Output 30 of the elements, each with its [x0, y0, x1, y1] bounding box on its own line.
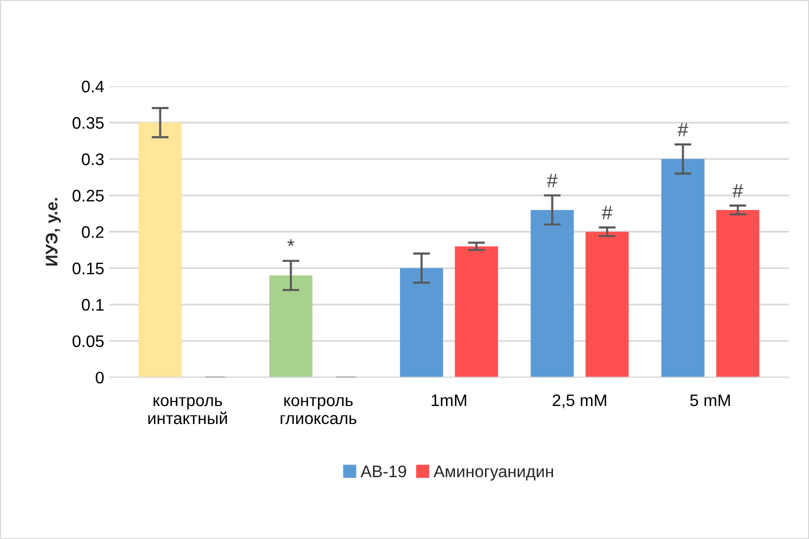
y-tick-label: 0: [96, 372, 104, 384]
x-tick-label: 5 mM: [690, 394, 730, 406]
data-label: *: [287, 239, 294, 246]
bar: [400, 268, 444, 378]
y-axis-title: ИУЭ, у.е.: [46, 198, 61, 266]
data-label: #: [546, 174, 558, 188]
x-tick-label: 1mM: [432, 394, 466, 406]
bar: [530, 210, 574, 378]
data-label: #: [602, 206, 612, 220]
bar: [661, 159, 704, 378]
x-tick-label: контроль глиоксаль: [280, 397, 356, 424]
bar: [586, 232, 629, 378]
legend-label: АВ-19: [360, 466, 406, 478]
bar: [138, 122, 182, 378]
x-tick-label: 2,5 mM: [552, 394, 606, 408]
y-tick-label: 0.1: [82, 298, 104, 311]
y-tick-label: 0.2: [82, 226, 104, 238]
bar: [716, 210, 760, 378]
bar: [454, 246, 498, 378]
y-tick-label: 0.35: [72, 117, 104, 129]
y-tick-label: 0.15: [72, 262, 104, 274]
y-tick-label: 0.05: [72, 335, 104, 348]
legend-label: Аминогуанидин: [434, 466, 553, 481]
y-tick-label: 0.4: [82, 80, 104, 92]
x-tick-label: контроль интактный: [148, 397, 227, 424]
data-label: #: [732, 184, 744, 198]
y-tick-label: 0.3: [82, 153, 104, 166]
y-tick-label: 0.25: [72, 190, 104, 202]
data-label: #: [678, 122, 688, 136]
bar: [269, 275, 312, 378]
